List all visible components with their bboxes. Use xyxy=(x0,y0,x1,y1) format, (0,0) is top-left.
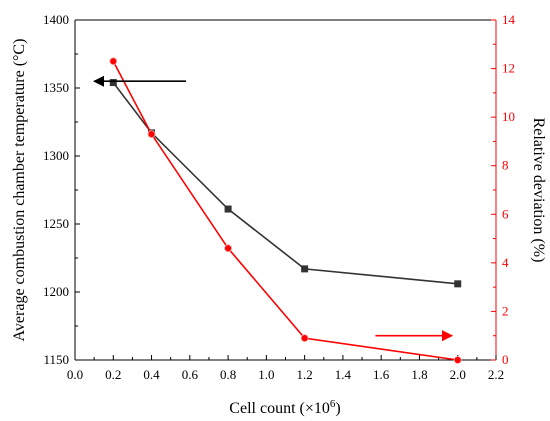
right-tick-label: 8 xyxy=(502,158,509,173)
data-point-right xyxy=(453,356,462,364)
x-tick-label: 2.0 xyxy=(450,367,466,382)
series-line-left xyxy=(112,82,458,285)
x-tick-label: 0.0 xyxy=(67,367,83,382)
data-point-right xyxy=(300,334,309,343)
x-tick-label: 1.2 xyxy=(297,367,313,382)
left-tick-label: 1350 xyxy=(43,80,69,95)
x-axis-title-superscript: 6 xyxy=(330,398,336,410)
x-tick-label: 1.8 xyxy=(411,367,427,382)
x-tick-label: 0.6 xyxy=(182,367,199,382)
right-tick-label: 2 xyxy=(502,303,509,318)
data-point-left xyxy=(224,205,232,213)
x-tick-label: 0.8 xyxy=(220,367,236,382)
left-tick-label: 1200 xyxy=(43,284,69,299)
left-tick-label: 1400 xyxy=(43,12,69,27)
data-point-left xyxy=(301,265,309,273)
data-point-right xyxy=(224,244,232,253)
annotation-layer xyxy=(93,75,454,342)
right-tick-label: 10 xyxy=(502,109,515,124)
left-tick-label: 1150 xyxy=(43,352,69,367)
x-tick-label: 1.6 xyxy=(373,367,390,382)
data-point-right xyxy=(109,57,118,66)
x-axis-ticks: 0.0 0.2 0.4 0.6 0.8 1.0 1.2 1.4 1.6 1.8 2.0 2.2 xyxy=(67,355,504,382)
right-axis-ticks: 0 2 4 6 8 10 12 14 xyxy=(491,12,516,367)
left-tick-label: 1300 xyxy=(43,148,69,163)
left-axis-title: Average combustion chamber temperature (… xyxy=(11,39,28,342)
left-axis-ticks: 1150 1200 1250 1300 1350 1400 xyxy=(43,12,80,367)
series-line-right xyxy=(112,60,458,361)
x-tick-label: 0.2 xyxy=(105,367,121,382)
x-tick-label: 1.4 xyxy=(335,367,352,382)
right-tick-label: 14 xyxy=(502,12,516,27)
x-axis-title: Cell count (×106) xyxy=(229,398,340,417)
data-point-right xyxy=(147,130,156,139)
right-tick-label: 0 xyxy=(502,352,509,367)
data-point-left xyxy=(109,79,117,87)
data-point-left xyxy=(454,280,462,288)
x-tick-label: 1.0 xyxy=(258,367,274,382)
x-tick-label: 2.2 xyxy=(488,367,504,382)
left-tick-label: 1250 xyxy=(43,216,69,231)
series-layer xyxy=(109,57,462,364)
right-axis-title: Relative deviation (%) xyxy=(530,118,547,263)
right-tick-label: 6 xyxy=(502,206,509,221)
right-tick-label: 12 xyxy=(502,61,515,76)
right-tick-label: 4 xyxy=(502,255,509,270)
x-tick-label: 0.4 xyxy=(143,367,160,382)
